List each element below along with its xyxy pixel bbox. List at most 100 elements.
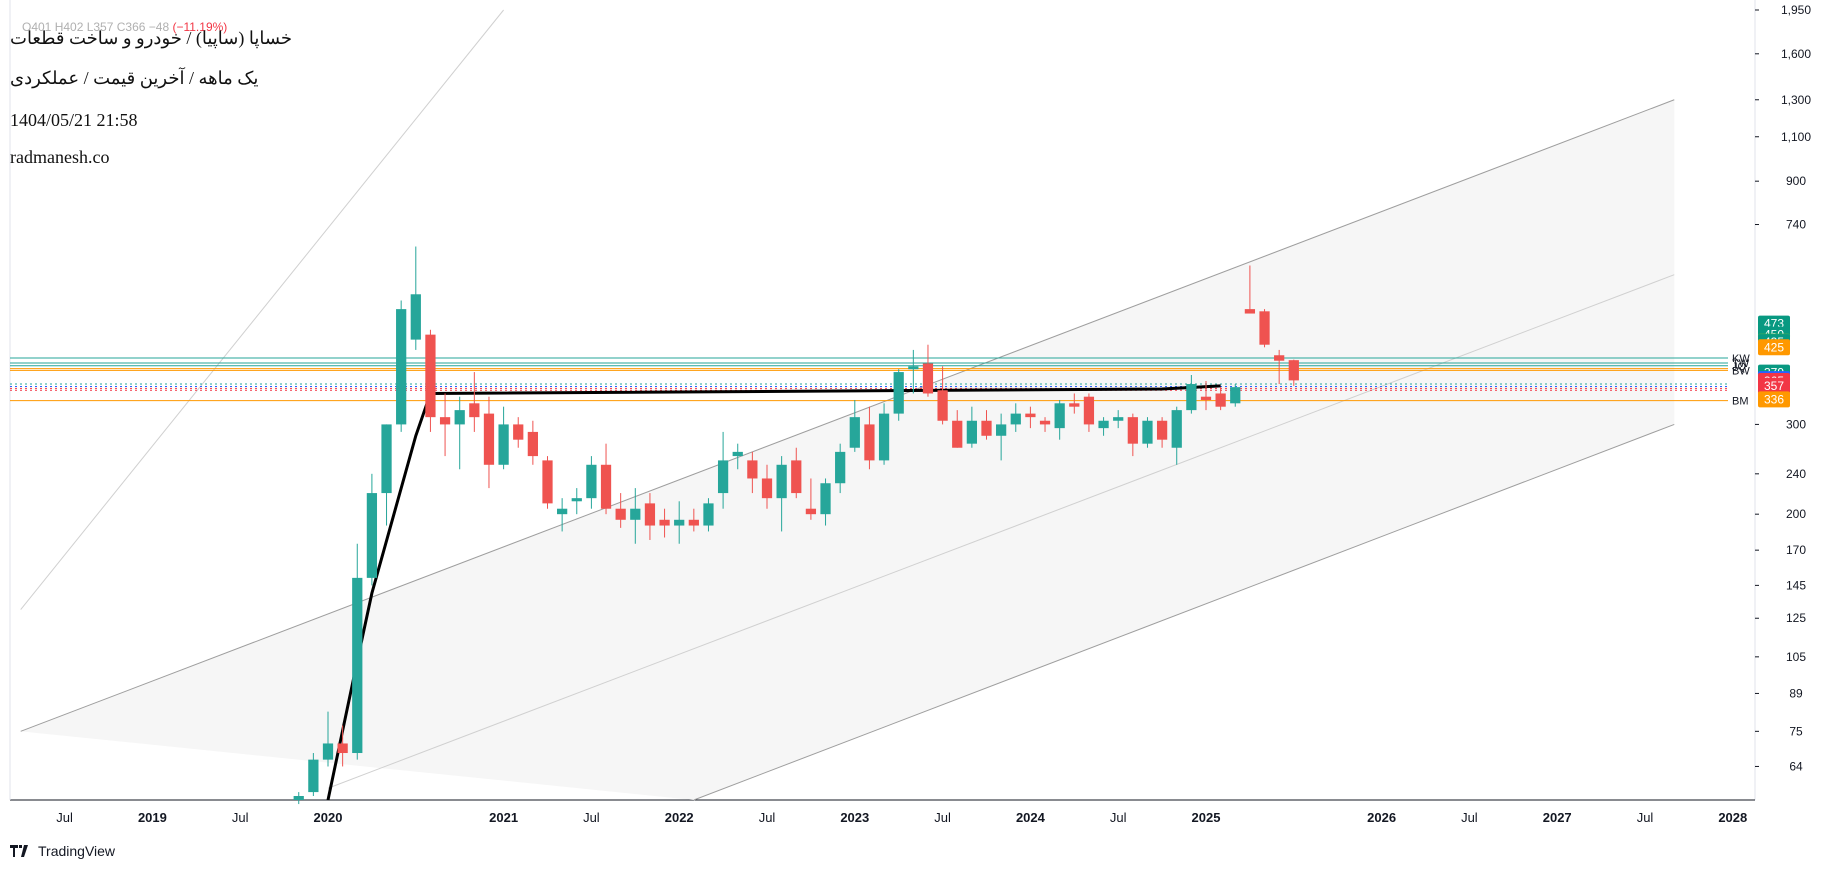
candle bbox=[366, 473, 378, 586]
price-tag-label: 357 bbox=[1764, 379, 1784, 393]
y-tick-label: 75 bbox=[1789, 724, 1803, 738]
candle bbox=[908, 349, 919, 394]
candle bbox=[1025, 406, 1036, 429]
candle-body bbox=[761, 478, 773, 499]
candle-body bbox=[864, 424, 875, 461]
x-tick-label: 2019 bbox=[138, 810, 167, 825]
candle-body bbox=[835, 451, 846, 484]
candle bbox=[293, 792, 304, 805]
candle bbox=[1039, 417, 1051, 432]
tradingview-logo-icon bbox=[10, 845, 28, 857]
price-tag: 357 bbox=[1758, 377, 1790, 394]
candle-body bbox=[1098, 420, 1109, 429]
x-tick-label: 2024 bbox=[1016, 810, 1046, 825]
candle-body bbox=[1083, 396, 1095, 425]
candle bbox=[1142, 417, 1153, 448]
candle-body bbox=[747, 460, 758, 479]
candle-body bbox=[366, 493, 378, 578]
candle bbox=[498, 406, 509, 470]
candle bbox=[776, 456, 787, 532]
candle-body bbox=[410, 294, 421, 340]
candle-body bbox=[1215, 393, 1226, 407]
x-tick-label: 2025 bbox=[1192, 810, 1221, 825]
candle bbox=[600, 443, 612, 515]
candle bbox=[659, 508, 670, 538]
website-label: radmanesh.co bbox=[10, 147, 110, 167]
candle-body bbox=[849, 417, 860, 448]
candle bbox=[410, 246, 421, 350]
x-tick-label: Jul bbox=[56, 810, 73, 825]
candle-body bbox=[1288, 360, 1299, 381]
time-axis: Jul 2019 Jul 2020 2021 Jul 2022 Jul 2023 Jul 2024 J… bbox=[56, 810, 1747, 825]
candle bbox=[732, 443, 743, 470]
candle-body bbox=[820, 483, 831, 515]
candle bbox=[937, 366, 948, 425]
price-tag-bg bbox=[1758, 391, 1790, 408]
price-tag-label: 425 bbox=[1764, 340, 1784, 354]
candle bbox=[820, 478, 831, 526]
x-tick-label: Jul bbox=[759, 810, 776, 825]
x-tick-label: Jul bbox=[1637, 810, 1654, 825]
channel-line bbox=[20, 99, 1675, 732]
candle-body bbox=[1186, 384, 1197, 411]
y-tick-label: 740 bbox=[1786, 218, 1806, 232]
candle bbox=[1274, 349, 1285, 385]
candle-body bbox=[557, 508, 568, 515]
candle bbox=[1054, 399, 1065, 440]
y-tick-label: 105 bbox=[1786, 650, 1806, 664]
candle-body bbox=[688, 519, 699, 526]
x-tick-label: 2026 bbox=[1367, 810, 1396, 825]
candle-body bbox=[293, 796, 304, 800]
candle bbox=[337, 725, 348, 767]
candle bbox=[674, 501, 685, 544]
footer-brand-label: TradingView bbox=[38, 843, 116, 859]
footer-brand[interactable]: TradingView bbox=[10, 843, 115, 859]
candle-body bbox=[659, 519, 670, 526]
candle-body bbox=[600, 464, 612, 509]
candle bbox=[527, 420, 538, 465]
candle bbox=[1113, 410, 1124, 429]
price-tag-label: 336 bbox=[1764, 392, 1784, 406]
candle-body bbox=[483, 413, 495, 465]
candle-body bbox=[425, 334, 436, 418]
candle bbox=[1215, 387, 1226, 411]
chart-subtitle: یک ماهه / آخرین قیمت / عملکردی bbox=[10, 68, 259, 88]
candle bbox=[849, 399, 860, 452]
candle bbox=[791, 447, 802, 499]
price-tag: 336 bbox=[1758, 391, 1790, 408]
candle bbox=[615, 493, 626, 528]
candle-body bbox=[1171, 410, 1182, 448]
candle-body bbox=[1010, 413, 1021, 425]
candle bbox=[1098, 417, 1109, 436]
y-tick-label: 200 bbox=[1786, 507, 1806, 521]
candle-body bbox=[1244, 309, 1256, 314]
candle bbox=[454, 396, 465, 470]
candle bbox=[586, 456, 597, 509]
candle-body bbox=[527, 431, 538, 457]
candle-body bbox=[1200, 396, 1212, 400]
candle bbox=[1010, 403, 1021, 432]
y-tick-label: 1,300 bbox=[1781, 93, 1811, 107]
candle bbox=[1083, 393, 1095, 432]
y-tick-label: 240 bbox=[1786, 467, 1806, 481]
chart-title: خساپا (ساپیا) / خودرو و ساخت قطعات bbox=[10, 28, 293, 48]
channel-line bbox=[327, 274, 1675, 789]
candle-body bbox=[791, 460, 802, 494]
x-tick-label: Jul bbox=[1461, 810, 1478, 825]
candle-body bbox=[893, 372, 904, 414]
candle bbox=[1156, 417, 1168, 448]
x-tick-label: Jul bbox=[583, 810, 600, 825]
candle-body bbox=[1156, 420, 1168, 440]
level-label: TW bbox=[1732, 358, 1750, 370]
x-tick-label: 2021 bbox=[489, 810, 518, 825]
candle-body bbox=[1025, 413, 1036, 418]
y-tick-label: 64 bbox=[1789, 759, 1803, 773]
candle-body bbox=[1113, 417, 1124, 421]
channel-line bbox=[693, 423, 1675, 801]
candle bbox=[1200, 380, 1212, 411]
candle bbox=[952, 410, 963, 448]
y-tick-label: 1,950 bbox=[1781, 3, 1811, 17]
candle bbox=[805, 478, 817, 520]
